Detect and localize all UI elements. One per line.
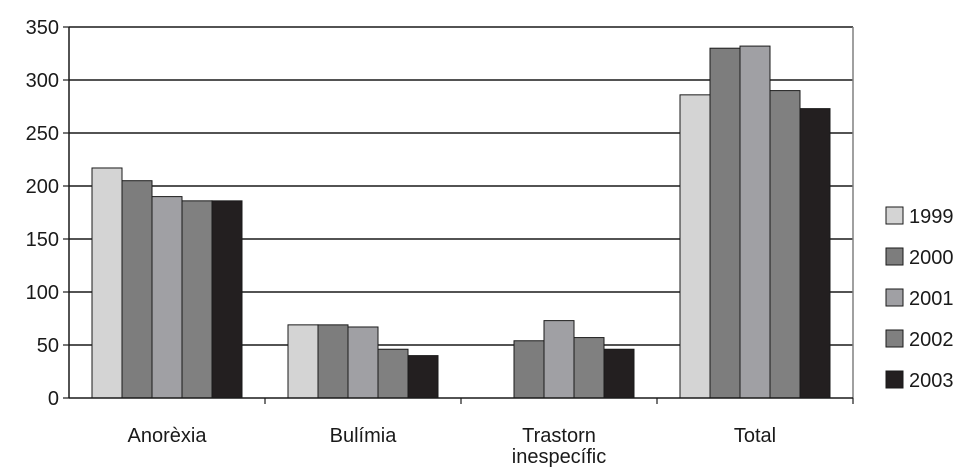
- y-tick-label: 100: [26, 282, 59, 304]
- bar-2003-3: [799, 108, 831, 399]
- bar-2003-1: [407, 355, 439, 399]
- bar-2002-2: [573, 337, 605, 399]
- bar-2000-1: [317, 324, 349, 399]
- legend-label-2000: 2000: [909, 247, 954, 269]
- bar-2002-0: [181, 200, 213, 399]
- bar-2000-0: [121, 180, 153, 399]
- y-tick-label: 150: [26, 229, 59, 251]
- legend-label-2001: 2001: [909, 288, 954, 310]
- legend-label-2002: 2002: [909, 329, 954, 351]
- legend-swatch-1999: [885, 206, 904, 225]
- legend-swatch-2001: [885, 288, 904, 307]
- bar-1999-0: [91, 167, 123, 399]
- legend-swatch-2002: [885, 329, 904, 348]
- bar-2002-3: [769, 90, 801, 399]
- bar-2002-1: [377, 348, 409, 399]
- legend-swatch-2003: [885, 370, 904, 389]
- x-category-label: Trastorn: [522, 425, 596, 447]
- legend: 1999 2000 2001 2002 2003: [885, 206, 954, 392]
- y-tick-label: 300: [26, 70, 59, 92]
- bar-2001-2: [543, 320, 575, 399]
- y-tick-label: 350: [26, 17, 59, 39]
- y-axis-ticks: 0 50 100 150 200 250 300 350: [26, 17, 69, 410]
- x-category-label: inespecífic: [512, 446, 607, 468]
- bar-1999-1: [287, 324, 319, 399]
- x-category-label: Bulímia: [330, 425, 398, 447]
- y-tick-label: 200: [26, 176, 59, 198]
- bar-2001-0: [151, 196, 183, 399]
- x-category-label: Anorèxia: [128, 425, 208, 447]
- bar-2001-3: [739, 45, 771, 399]
- y-tick-label: 250: [26, 123, 59, 145]
- bar-2000-2: [513, 340, 545, 399]
- y-tick-label: 50: [37, 335, 59, 357]
- bar-2001-1: [347, 326, 379, 399]
- y-tick-label: 0: [48, 388, 59, 410]
- bar-2003-2: [603, 348, 635, 399]
- legend-label-1999: 1999: [909, 206, 954, 228]
- legend-swatch-2000: [885, 247, 904, 266]
- bar-2003-0: [211, 200, 243, 399]
- legend-label-2003: 2003: [909, 370, 954, 392]
- x-category-label: Total: [734, 425, 776, 447]
- axes: [68, 27, 854, 404]
- bars: [91, 45, 831, 399]
- bar-1999-3: [679, 94, 711, 399]
- bar-2000-3: [709, 47, 741, 399]
